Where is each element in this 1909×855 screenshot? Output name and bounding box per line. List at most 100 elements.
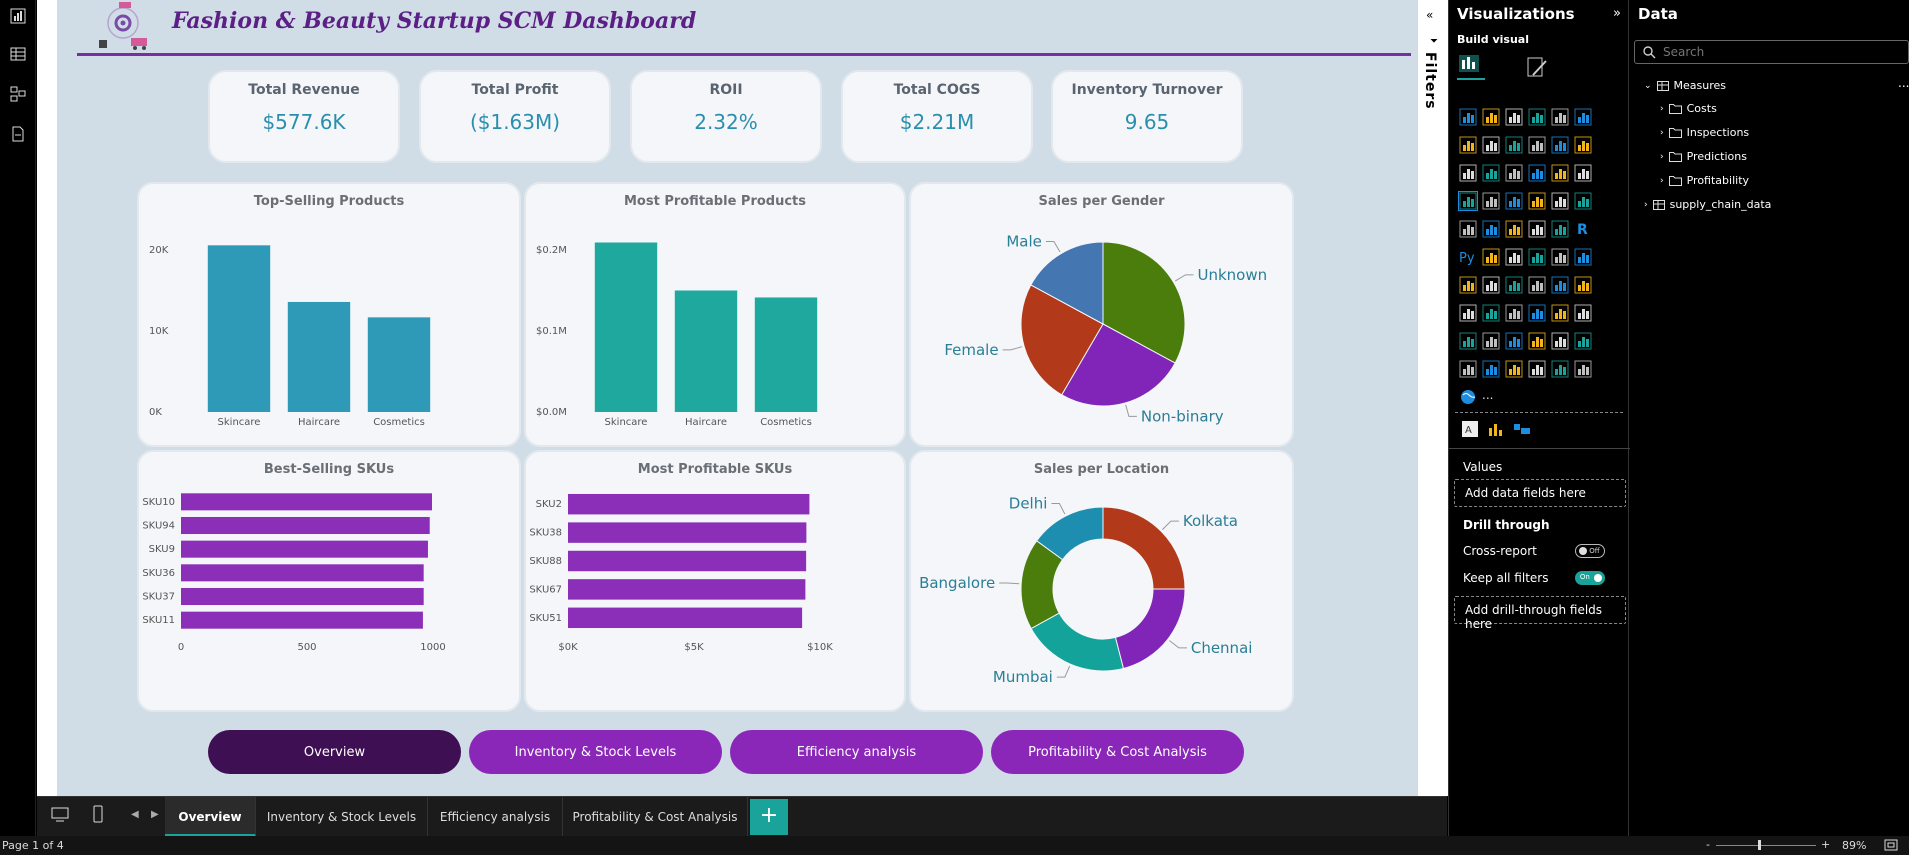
clustered-column-visual-icon[interactable]: [1482, 108, 1500, 126]
nav-button-profitability[interactable]: Profitability & Cost Analysis: [991, 730, 1244, 774]
zoom-out-button[interactable]: -: [1706, 838, 1710, 851]
bar-haircare[interactable]: [674, 290, 738, 412]
most-profitable-products-chart[interactable]: Most Profitable Products $0.0M $0.1M $0.2M…: [524, 182, 906, 447]
globe-map-visual-icon[interactable]: [1459, 388, 1477, 406]
bar-sku51[interactable]: [568, 607, 803, 629]
line-clustered-visual-icon[interactable]: [1459, 164, 1477, 182]
mobile-layout-icon[interactable]: [93, 805, 103, 827]
info-graphic-visual-icon[interactable]: [1482, 332, 1500, 350]
sparkline-visual-icon[interactable]: [1505, 304, 1523, 322]
dax-query-icon[interactable]: [6, 122, 30, 146]
cross-report-toggle[interactable]: Off: [1575, 544, 1605, 558]
best-selling-skus-chart[interactable]: Best-Selling SKUs SKU10 SKU94 SKU9 SKU36 SKU…: [137, 450, 521, 712]
bar-sku67[interactable]: [568, 579, 806, 600]
stacked-area-visual-icon[interactable]: [1505, 136, 1523, 154]
tab-profitability[interactable]: Profitability & Cost Analysis: [563, 797, 748, 837]
more-visuals-button[interactable]: ...: [1482, 388, 1494, 402]
add-page-button[interactable]: +: [750, 799, 788, 835]
pie-visual-icon[interactable]: [1551, 164, 1569, 182]
slice-unknown[interactable]: [1102, 241, 1186, 364]
bar-chart-alt-visual-icon[interactable]: [1459, 304, 1477, 322]
table-visual-icon[interactable]: [1528, 220, 1546, 238]
keep-filters-toggle[interactable]: On: [1575, 571, 1605, 585]
bar-haircare[interactable]: [287, 301, 351, 412]
map-visual-icon[interactable]: [1482, 192, 1500, 210]
slice-mumbai[interactable]: [1030, 612, 1125, 672]
shape-map-visual-icon[interactable]: [1528, 276, 1546, 294]
100-column-visual-icon[interactable]: [1574, 108, 1592, 126]
bar-cosmetics[interactable]: [367, 317, 431, 412]
column-ext-visual-icon[interactable]: [1459, 332, 1477, 350]
desktop-layout-icon[interactable]: [51, 807, 69, 827]
nav-button-inventory[interactable]: Inventory & Stock Levels: [469, 730, 722, 774]
ribbon-visual-icon[interactable]: [1551, 136, 1569, 154]
card-group-visual-icon[interactable]: [1482, 360, 1500, 378]
slice-male[interactable]: [1030, 241, 1104, 325]
report-view-icon[interactable]: [6, 4, 30, 28]
tree-item-profitability[interactable]: › Profitability: [1660, 174, 1749, 187]
bar-sku2[interactable]: [568, 493, 810, 515]
decomposition-visual-icon[interactable]: [1505, 248, 1523, 266]
tree-item-measures[interactable]: ⌄ Measures: [1644, 79, 1726, 92]
scatter-visual-icon[interactable]: [1528, 164, 1546, 182]
zoom-in-button[interactable]: +: [1821, 838, 1831, 851]
slice-female[interactable]: [1020, 284, 1104, 396]
column-combo-visual-icon[interactable]: [1482, 164, 1500, 182]
build-visual-tab-icon[interactable]: [1457, 52, 1485, 80]
bar-sku36[interactable]: [181, 564, 424, 582]
power-automate-visual-icon[interactable]: [1505, 276, 1523, 294]
line-stacked-visual-icon[interactable]: [1528, 136, 1546, 154]
area-visual-icon[interactable]: [1482, 136, 1500, 154]
slice-kolkata[interactable]: [1102, 506, 1186, 590]
image-visual-icon[interactable]: [1551, 332, 1569, 350]
clustered-bar-visual-icon[interactable]: [1505, 108, 1523, 126]
tree-item-costs[interactable]: › Costs: [1660, 102, 1717, 115]
slice-delhi[interactable]: [1035, 506, 1104, 561]
collapse-viz-icon[interactable]: »: [1613, 6, 1621, 21]
more-options-icon[interactable]: ...: [1898, 76, 1909, 90]
bar-sku9[interactable]: [181, 540, 428, 558]
bar-icon[interactable]: [1487, 420, 1505, 438]
tree-item-supply-chain-data[interactable]: › supply_chain_data: [1644, 198, 1771, 211]
expand-filters-icon[interactable]: «: [1426, 8, 1434, 22]
tab-inventory[interactable]: Inventory & Stock Levels: [256, 797, 428, 837]
slice-non-binary[interactable]: [1061, 323, 1176, 407]
bar-sku37[interactable]: [181, 587, 424, 606]
cloud-visual-icon[interactable]: [1574, 304, 1592, 322]
qa-visual-icon[interactable]: [1528, 248, 1546, 266]
slicer-visual-icon[interactable]: [1505, 220, 1523, 238]
card-new-visual-icon[interactable]: [1574, 332, 1592, 350]
stacked-column-visual-icon[interactable]: [1528, 108, 1546, 126]
zoom-slider[interactable]: [1716, 840, 1816, 850]
funnel-visual-icon[interactable]: [1505, 164, 1523, 182]
stacked-bar-visual-icon[interactable]: [1459, 108, 1477, 126]
smart-narrative-visual-icon[interactable]: [1551, 276, 1569, 294]
key-influencer-visual-icon[interactable]: [1482, 248, 1500, 266]
kpi-visual-icon[interactable]: [1482, 220, 1500, 238]
metrics-visual-icon[interactable]: [1574, 248, 1592, 266]
paginated-icon[interactable]: [1513, 420, 1531, 438]
bar-sku11[interactable]: [181, 611, 423, 629]
multi-row-card-visual-icon[interactable]: [1459, 220, 1477, 238]
line-visual-icon[interactable]: [1459, 136, 1477, 154]
card-visual-icon[interactable]: [1574, 192, 1592, 210]
filters-pane-collapsed[interactable]: [1418, 0, 1448, 796]
waterfall-visual-icon[interactable]: [1574, 136, 1592, 154]
gauge-visual-icon[interactable]: [1551, 192, 1569, 210]
bar-sku88[interactable]: [568, 550, 807, 572]
text-filter-visual-icon[interactable]: [1528, 304, 1546, 322]
zoom-chart-visual-icon[interactable]: [1482, 304, 1500, 322]
100-bar-visual-icon[interactable]: [1551, 108, 1569, 126]
narrative-visual-icon[interactable]: [1551, 248, 1569, 266]
prev-page-icon[interactable]: ◀: [131, 809, 139, 820]
python-visual-visual-icon[interactable]: Py: [1459, 248, 1477, 266]
bar-cosmetics[interactable]: [754, 297, 818, 412]
sales-per-location-chart[interactable]: Sales per Location Kolkata Chennai Mumbai B…: [909, 450, 1294, 712]
search-input[interactable]: [1663, 44, 1903, 60]
next-page-icon[interactable]: ▶: [151, 809, 159, 820]
matrix-visual-icon[interactable]: [1551, 220, 1569, 238]
arcgis-visual-icon[interactable]: [1574, 276, 1592, 294]
bar-sku94[interactable]: [181, 516, 430, 535]
bar-sku38[interactable]: [568, 522, 807, 543]
score-visual-icon[interactable]: [1505, 360, 1523, 378]
